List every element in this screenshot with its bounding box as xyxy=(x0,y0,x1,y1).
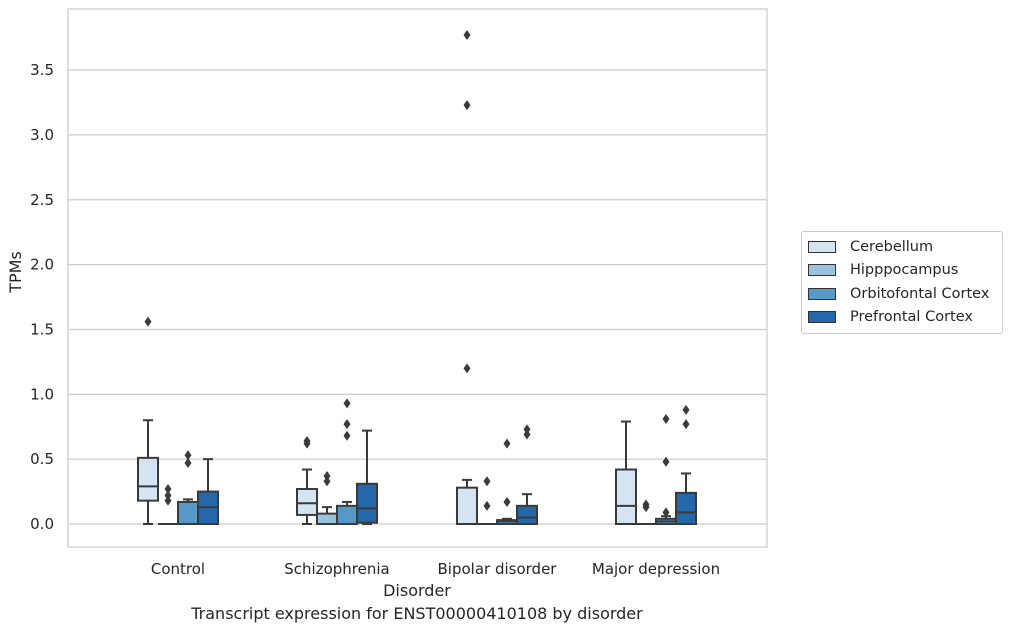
x-axis-title: Disorder xyxy=(383,581,451,600)
outlier-point xyxy=(682,419,690,430)
box-iqr xyxy=(675,491,697,526)
x-tick-label: Schizophrenia xyxy=(284,560,389,578)
outlier-point xyxy=(682,404,690,415)
box-cerebellum xyxy=(615,420,637,525)
box-prefrontal-cortex xyxy=(516,424,538,526)
outlier-point xyxy=(483,476,491,487)
y-tick-labels: 0.0 0.5 1.0 1.5 2.0 2.5 3.0 3.5 xyxy=(30,61,54,533)
outlier-point xyxy=(184,450,192,461)
outlier-point xyxy=(642,499,650,510)
legend-item: Orbitofontal Cortex xyxy=(802,282,1002,306)
x-tick-labels: Control Schizophrenia Bipolar disorder Majo… xyxy=(151,560,720,578)
outlier-point xyxy=(144,316,152,327)
outlier-point xyxy=(343,419,351,430)
outlier-point xyxy=(164,483,172,494)
outlier-point xyxy=(463,100,471,111)
box-iqr xyxy=(336,504,358,526)
x-tick-label: Bipolar disorder xyxy=(438,560,558,578)
box-iqr xyxy=(356,482,378,524)
y-tick-label: 1.0 xyxy=(30,385,54,403)
outlier-point xyxy=(184,458,192,469)
outlier-point xyxy=(483,500,491,511)
box-hipppocampus xyxy=(477,476,497,525)
outlier-point xyxy=(164,490,172,501)
box-iqr xyxy=(137,456,159,502)
outlier-point xyxy=(503,496,511,507)
legend-label: Hipppocampus xyxy=(850,262,959,279)
outlier-point xyxy=(662,413,670,424)
legend-item: Prefrontal Cortex xyxy=(802,306,1002,330)
outlier-point xyxy=(343,430,351,441)
box-hipppocampus xyxy=(158,483,178,525)
outlier-point xyxy=(662,456,670,467)
outlier-point xyxy=(662,507,670,518)
legend-item: Hipppocampus xyxy=(802,259,1002,283)
y-tick-label: 2.5 xyxy=(30,191,54,209)
box-orbitofontal-cortex xyxy=(496,438,518,526)
box-prefrontal-cortex xyxy=(356,429,378,525)
y-tick-label: 1.5 xyxy=(30,320,54,338)
outlier-point xyxy=(503,438,511,449)
box-orbitofontal-cortex xyxy=(655,413,677,526)
legend-label: Cerebellum xyxy=(850,238,934,255)
y-tick-label: 3.0 xyxy=(30,126,54,144)
x-tick-label: Control xyxy=(151,560,205,578)
box-iqr xyxy=(516,504,538,526)
y-axis-title: TPMs xyxy=(6,251,25,294)
y-tick-label: 0.0 xyxy=(30,515,54,533)
box-prefrontal-cortex xyxy=(197,458,219,526)
box-hipppocampus xyxy=(636,499,656,525)
outlier-point xyxy=(343,398,351,409)
x-tick-label: Major depression xyxy=(592,560,720,578)
figure-caption: Transcript expression for ENST0000041010… xyxy=(191,604,643,623)
box-iqr xyxy=(316,512,338,526)
legend-label: Prefrontal Cortex xyxy=(850,309,973,326)
box-prefrontal-cortex xyxy=(675,404,697,526)
legend-swatch xyxy=(808,287,836,300)
outlier-point xyxy=(303,435,311,446)
boxes xyxy=(137,30,697,526)
legend-swatch xyxy=(808,240,836,253)
box-cerebellum xyxy=(137,316,159,525)
outlier-point xyxy=(463,363,471,374)
box-cerebellum xyxy=(456,30,478,525)
outlier-point xyxy=(463,30,471,41)
legend-swatch xyxy=(808,311,836,324)
box-orbitofontal-cortex xyxy=(336,398,358,526)
outlier-point xyxy=(523,424,531,435)
chart-legend: Cerebellum Hipppocampus Orbitofontal Corte… xyxy=(801,231,1003,334)
legend-item: Cerebellum xyxy=(802,235,1002,259)
outlier-point xyxy=(323,476,331,487)
y-tick-label: 3.5 xyxy=(30,61,54,79)
box-iqr xyxy=(456,486,478,525)
y-tick-label: 2.0 xyxy=(30,256,54,274)
legend-swatch xyxy=(808,264,836,277)
box-iqr xyxy=(615,468,637,525)
plot-area xyxy=(67,8,768,548)
box-cerebellum xyxy=(296,435,318,525)
outlier-point xyxy=(164,495,172,506)
box-iqr xyxy=(296,487,318,516)
y-tick-label: 0.5 xyxy=(30,450,54,468)
box-orbitofontal-cortex xyxy=(177,450,199,525)
outlier-point xyxy=(523,429,531,440)
legend-label: Orbitofontal Cortex xyxy=(850,285,990,302)
box-iqr xyxy=(177,500,199,525)
outlier-point xyxy=(323,471,331,482)
